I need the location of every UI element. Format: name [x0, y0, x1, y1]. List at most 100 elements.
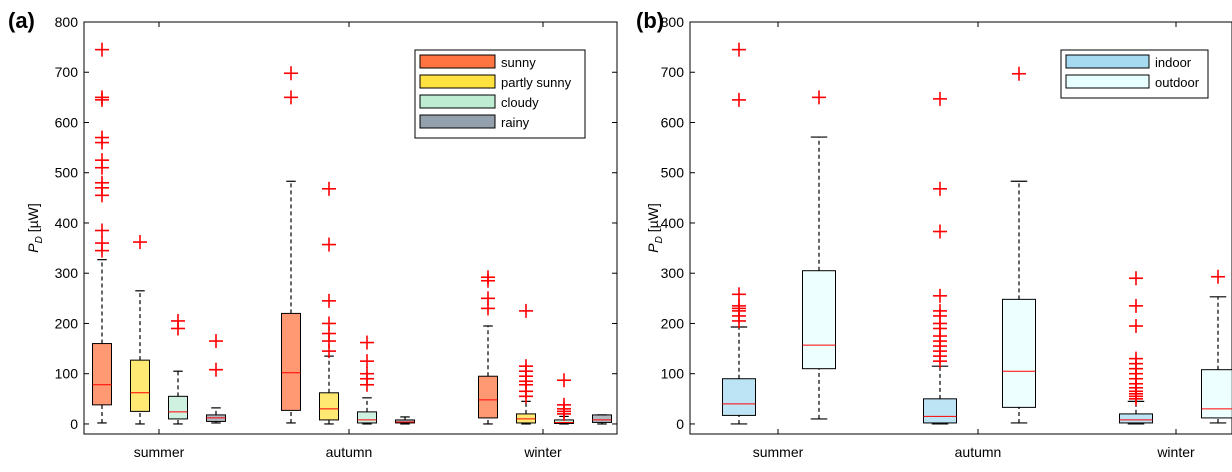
outlier-marker	[209, 334, 223, 349]
plot-frame	[83, 21, 618, 435]
box-winter-cloudy	[554, 373, 574, 425]
panel-a: 0 100 200 300 400 500 600 700 800 summer autumn win…	[8, 8, 618, 460]
y-tick-label: 500	[55, 165, 79, 181]
legend-label: partly sunny	[501, 75, 572, 90]
outlier-marker	[933, 288, 947, 303]
outlier-marker	[360, 354, 374, 369]
box-iqr	[319, 392, 339, 421]
box-winter-sunny	[478, 270, 498, 425]
legend-swatch	[419, 54, 496, 69]
outlier-marker	[95, 130, 109, 145]
outlier-marker	[322, 181, 336, 196]
y-tick-label: 700	[55, 64, 79, 80]
outlier-marker	[284, 90, 298, 105]
y-tick-label: 100	[661, 366, 685, 382]
plot-frame	[689, 21, 1232, 435]
box-summer-rainy	[206, 334, 226, 424]
legend-swatch	[419, 94, 496, 109]
outlier-marker	[360, 335, 374, 350]
x-tick-label: summer	[753, 444, 804, 460]
outlier-marker	[95, 236, 109, 251]
outlier-marker	[519, 303, 533, 318]
outlier-marker	[95, 90, 109, 105]
legend-item: indoor	[1065, 54, 1192, 70]
y-tick-label: 0	[676, 416, 684, 432]
x-tick-label: summer	[134, 444, 185, 460]
box-iqr	[1002, 298, 1036, 408]
outlier-marker	[95, 153, 109, 168]
box-winter-rainy	[592, 414, 612, 425]
y-tick-label: 300	[661, 265, 685, 281]
outlier-marker	[322, 237, 336, 252]
box-iqr	[1119, 413, 1153, 424]
box-winter-outdoor	[1201, 269, 1232, 424]
box-winter-partly-sunny	[516, 303, 536, 425]
y-tick-label: 800	[55, 14, 79, 30]
panel-label: (a)	[8, 8, 35, 33]
outlier-marker	[1211, 269, 1225, 284]
box-iqr	[923, 398, 957, 424]
outlier-marker	[519, 359, 533, 374]
x-tick-label: winter	[523, 444, 562, 460]
outlier-marker	[933, 303, 947, 318]
y-tick-label: 200	[661, 315, 685, 331]
box-winter-indoor	[1119, 271, 1153, 425]
outlier-marker	[1129, 318, 1143, 333]
legend: sunny partly sunny cloudy rainy	[414, 49, 586, 139]
legend-swatch	[1065, 74, 1150, 89]
box-autumn-partly-sunny	[319, 181, 339, 425]
outlier-marker	[284, 66, 298, 81]
legend-item: outdoor	[1065, 74, 1200, 90]
outlier-marker	[1129, 271, 1143, 286]
outlier-marker	[95, 223, 109, 238]
x-tick-label: autumn	[955, 444, 1002, 460]
legend-item: rainy	[419, 114, 530, 130]
box-iqr	[130, 359, 150, 412]
y-tick-label: 600	[661, 114, 685, 130]
legend-swatch	[419, 74, 496, 89]
outlier-marker	[933, 91, 947, 106]
box-iqr	[516, 413, 536, 424]
box-iqr	[281, 312, 301, 411]
box-iqr	[1201, 369, 1232, 419]
panel-label: (b)	[636, 8, 664, 33]
box-iqr	[395, 419, 415, 424]
y-tick-label: 600	[55, 114, 79, 130]
outlier-marker	[209, 362, 223, 377]
outlier-marker	[481, 270, 495, 285]
outlier-marker	[732, 287, 746, 302]
y-tick-label: 800	[661, 14, 685, 30]
outlier-marker	[171, 313, 185, 328]
legend-label: indoor	[1155, 55, 1192, 70]
outlier-marker	[1012, 66, 1026, 81]
box-autumn-cloudy	[357, 335, 377, 425]
box-iqr	[722, 378, 756, 416]
box-iqr	[802, 270, 836, 370]
box-iqr	[92, 343, 112, 406]
outlier-marker	[812, 90, 826, 105]
box-autumn-sunny	[281, 66, 301, 424]
x-tick-label: autumn	[326, 444, 373, 460]
box-iqr	[168, 395, 188, 420]
box-summer-outdoor	[802, 90, 836, 420]
box-iqr	[592, 414, 612, 423]
outlier-marker	[732, 92, 746, 107]
outlier-marker	[95, 42, 109, 57]
y-axis-label: PD [µW]	[645, 203, 665, 253]
legend-swatch	[419, 114, 496, 129]
box-summer-partly-sunny	[130, 235, 150, 425]
outlier-marker	[1129, 351, 1143, 366]
box-iqr	[478, 375, 498, 419]
box-autumn-outdoor	[1002, 66, 1036, 424]
outlier-marker	[133, 235, 147, 250]
outlier-marker	[933, 181, 947, 196]
outlier-marker	[95, 175, 109, 190]
y-tick-label: 0	[70, 416, 78, 432]
outlier-marker	[360, 366, 374, 381]
y-tick-label: 400	[55, 215, 79, 231]
outlier-marker	[481, 291, 495, 306]
legend-item: sunny	[419, 54, 536, 70]
y-tick-label: 500	[661, 165, 685, 181]
box-summer-indoor	[722, 42, 756, 425]
legend-swatch	[1065, 54, 1150, 69]
